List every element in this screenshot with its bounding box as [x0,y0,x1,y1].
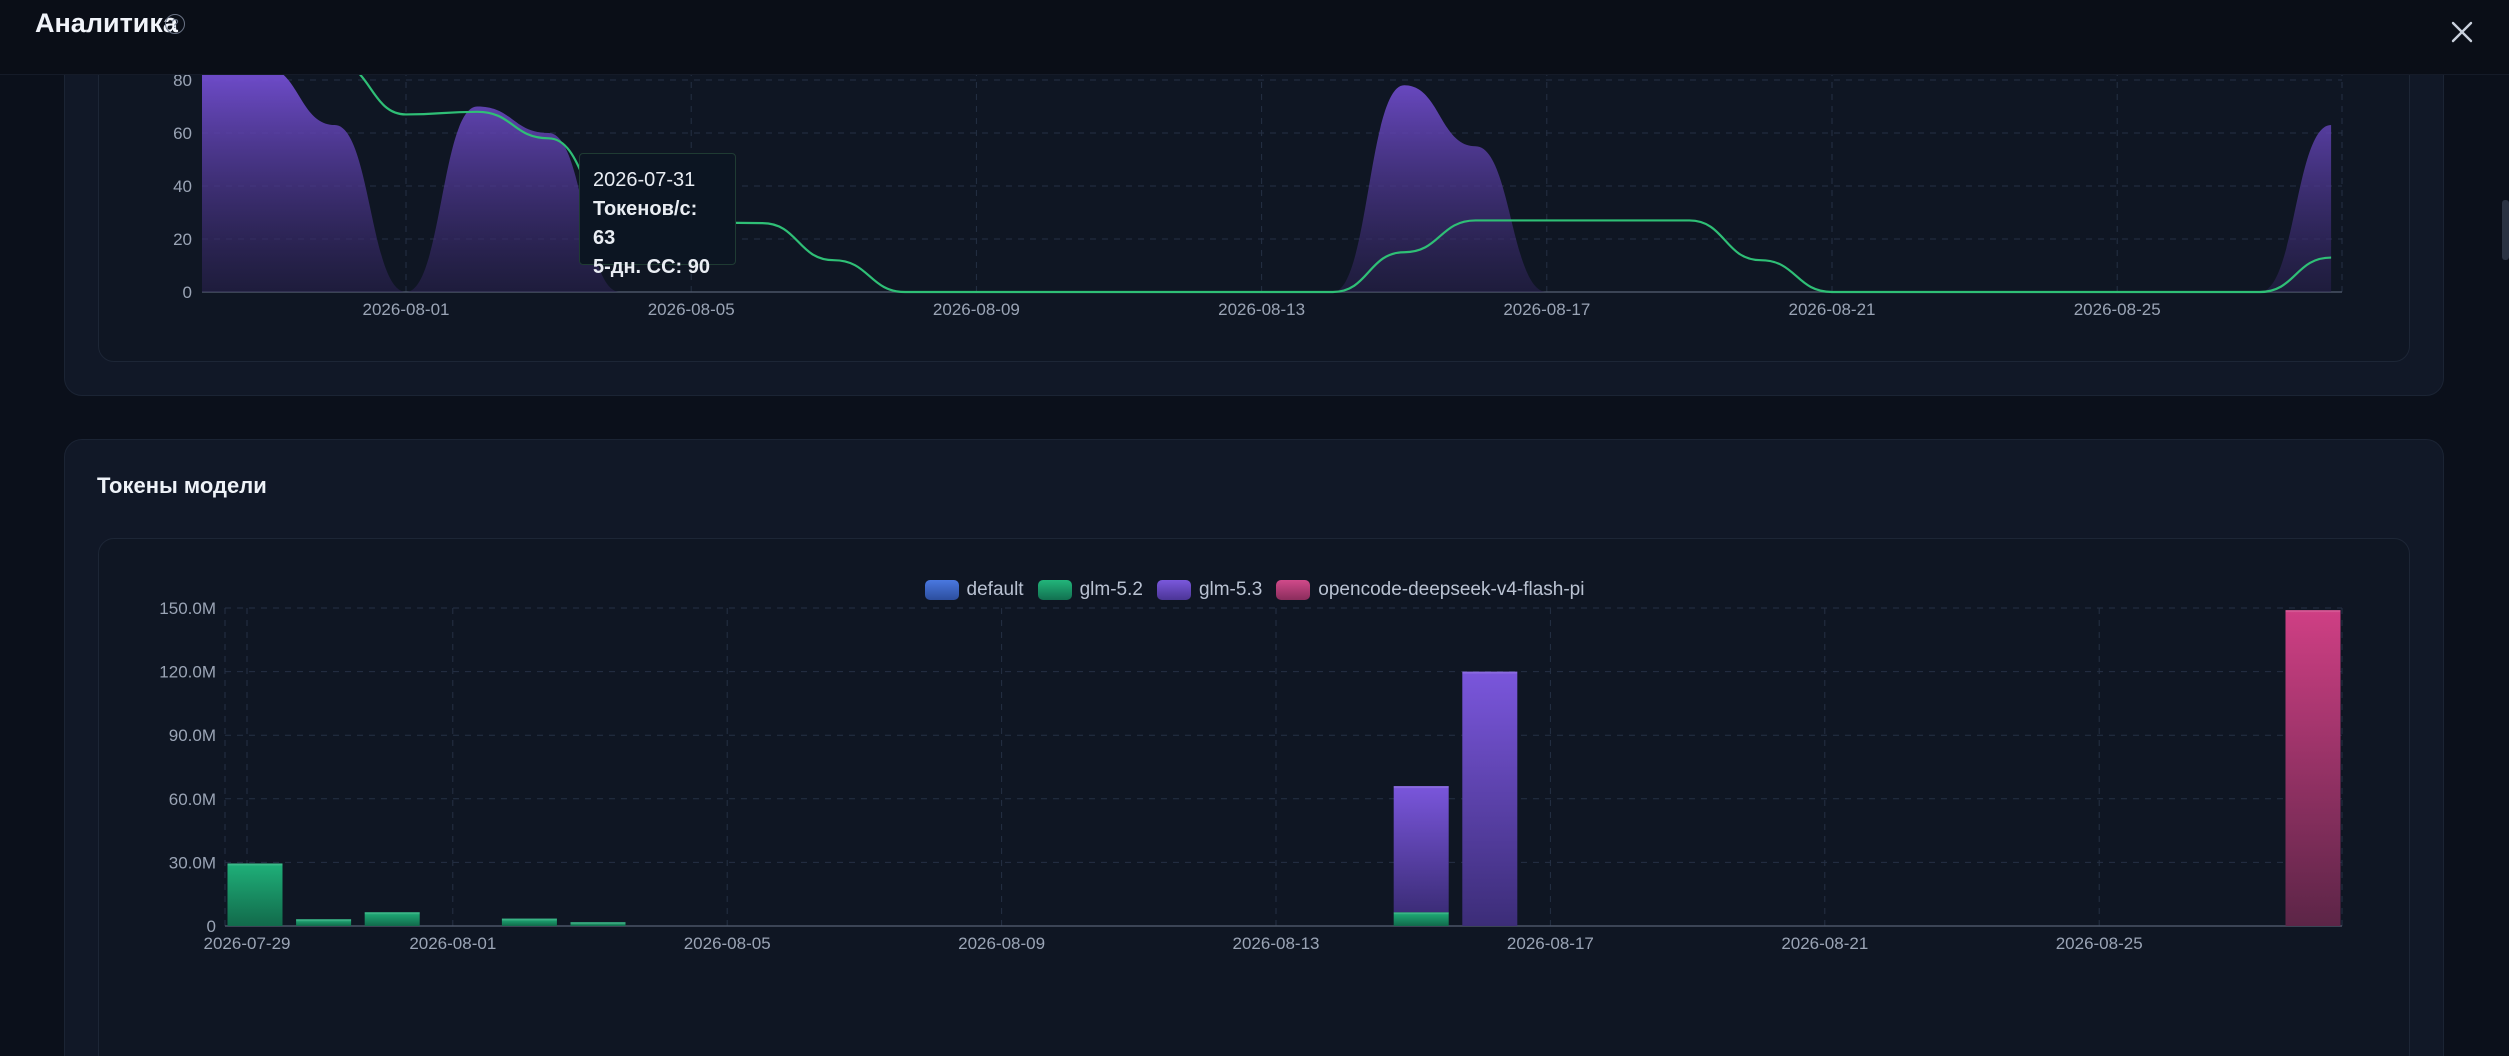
x-tick-label: 2026-08-05 [648,300,735,319]
x-tick-label: 2026-08-21 [1789,300,1876,319]
legend-swatch [924,580,959,600]
bar-opencode-deepseek-v4-flash-pi [2285,610,2341,926]
bar-highlight [570,922,626,925]
bar-highlight [296,919,352,922]
series-area-tokens-per-sec [202,74,2332,293]
model-tokens-chart: 150.0M 120.0M 90.0M 60.0M 30.0M 0 2026-07-29 2… [159,599,2343,953]
y-tick-label: 0 [183,283,192,302]
x-tick-label: 2026-08-01 [409,934,496,953]
legend-swatch [1276,580,1311,600]
x-tick-label: 2026-08-09 [958,934,1045,953]
legend-label: default [966,579,1024,600]
scrollbar-thumb[interactable] [2502,200,2509,260]
x-tick-label: 2026-08-01 [363,300,450,319]
y-tick-label: 120.0M [159,663,216,682]
x-tick-label: 2026-08-21 [1781,934,1868,953]
tooltip-date: 2026-07-31 [593,169,696,191]
tooltip-five-day-avg: 5-дн. СС: 90 [593,256,711,278]
x-tick-label: 2026-08-05 [684,934,771,953]
y-tick-label: 60.0M [169,790,216,809]
bar-glm-5-2 [227,863,283,926]
legend-label: glm-5.2 [1079,579,1143,600]
model-tokens-panel [98,538,2410,1056]
y-tick-label: 0 [207,917,216,936]
legend-item-default[interactable]: default [924,579,1024,601]
y-tick-label: 30.0M [169,853,216,872]
y-tick-label: 60 [173,124,192,143]
bar-highlight [1393,786,1449,789]
chart-legend: default glm-5.2 glm-5.3 opencode-deepsee… [0,578,2509,602]
chart-tooltip: 2026-07-31 Токенов/с: 63 5-дн. СС: 90 [579,153,736,278]
y-tick-label: 40 [173,177,192,196]
x-tick-label: 2026-08-17 [1503,300,1590,319]
bar-glm-5-2 [364,912,420,926]
legend-swatch [1037,580,1072,600]
close-icon [2451,21,2473,43]
help-icon[interactable]: ? [165,14,185,34]
bar-highlight [501,918,557,921]
y-tick-label: 150.0M [159,599,216,618]
x-tick-label: 2026-07-29 [204,934,291,953]
legend-item-glm-5-3[interactable]: glm-5.3 [1156,579,1263,601]
series-line-five-day-avg [358,74,2332,294]
x-tick-label: 2026-08-13 [1218,300,1305,319]
x-tick-label: 2026-08-13 [1233,934,1320,953]
bar-highlight [1462,671,1518,674]
bar-highlight [1393,912,1449,915]
bar-glm-5-2 [501,918,557,926]
bar-highlight [227,863,283,866]
y-tick-label: 20 [173,230,192,249]
bar-glm-5-3 [1462,671,1518,926]
legend-label: opencode-deepseek-v4-flash-pi [1318,579,1585,600]
modal-header: Аналитика ? [0,0,2509,75]
bar-highlight [2285,610,2341,613]
x-tick-label: 2026-08-25 [2074,300,2161,319]
close-button[interactable] [2448,18,2476,46]
y-tick-label: 80 [173,74,192,90]
bar-glm-5-3 [1393,786,1449,913]
x-tick-label: 2026-08-25 [2056,934,2143,953]
tooltip-tokens-per-sec: Токенов/с: 63 [593,198,698,249]
model-tokens-title: Токены модели [97,473,267,498]
bar-glm-5-2 [570,922,626,926]
legend-item-opencode-deepseek[interactable]: opencode-deepseek-v4-flash-pi [1276,579,1584,601]
x-tick-label: 2026-08-17 [1507,934,1594,953]
speed-chart: 80 60 40 20 0 2026-08-01 2026-08-05 2026-08-09… [173,74,2343,319]
legend-label: glm-5.3 [1198,579,1263,600]
x-tick-label: 2026-08-09 [933,300,1020,319]
modal-title: Аналитика [35,8,178,38]
bar-glm-5-2 [1393,912,1449,926]
legend-item-glm-5-2[interactable]: glm-5.2 [1037,579,1143,601]
bar-glm-5-2 [296,919,352,926]
legend-swatch [1156,580,1191,600]
bar-highlight [364,912,420,915]
y-tick-label: 90.0M [169,726,216,745]
